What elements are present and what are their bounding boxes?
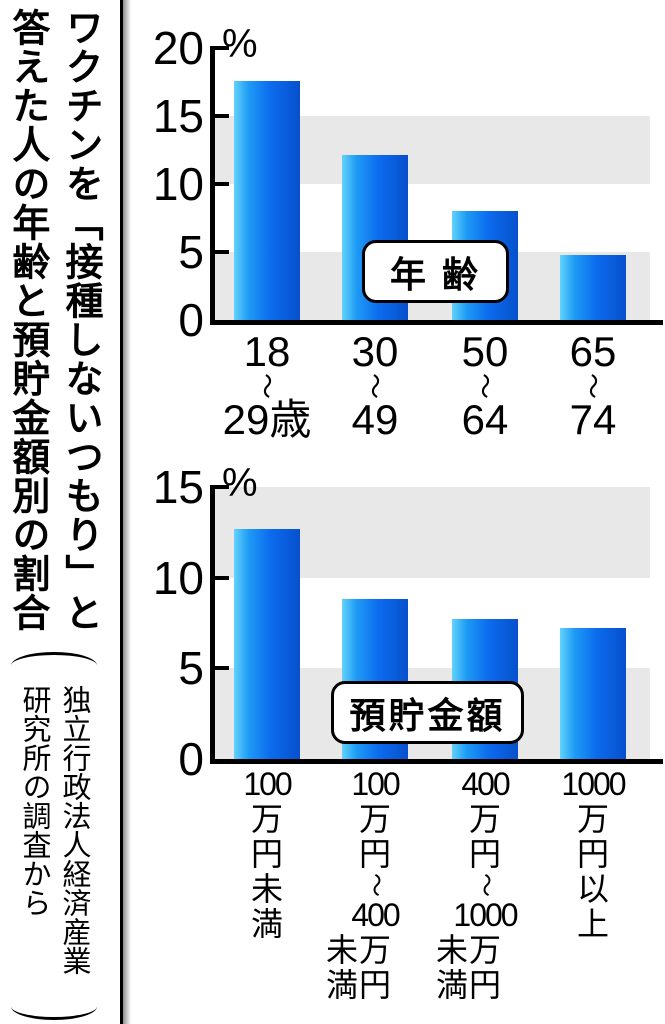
x-label-char: 満 [250, 906, 283, 942]
x-label-column: 100 万円未満 [243, 767, 292, 942]
bar [560, 254, 626, 320]
range-tilde: 〜 [577, 372, 608, 400]
age-chart: 20 15 10 5 0% 年 齢 18 〜 29歳 30 〜 49 50 〜 64 65 〜 74 [130, 0, 665, 450]
y-tick [210, 46, 229, 50]
source-note: 独立行政法人経済産業研究所の調査から [2, 652, 106, 1020]
x-label-number: 100 [351, 766, 400, 802]
savings-chart: 15 10 5 0% 預貯金額 100 万円未満 100 万円〜 400 万円未満 400 万円〜 100… [130, 455, 665, 1024]
x-label-from: 50 [461, 328, 509, 375]
x-axis [210, 759, 663, 764]
x-tick-label: 400 万円〜 1000 万円未満 [436, 767, 519, 1003]
y-tick [210, 575, 229, 580]
x-label-to: 64 [461, 396, 509, 443]
vertical-title: ワクチンを「接種しないつもり」と答えた人の年齢と預貯金額別の割合 [5, 8, 101, 632]
x-label-char: 円 [468, 836, 501, 872]
x-label-char: 万 [468, 801, 501, 837]
source-text: 独立行政法人経済産業研究所の調査から [18, 685, 91, 975]
y-tick-label: 10 [152, 551, 204, 604]
percent-label: % [222, 461, 258, 505]
y-tick [210, 182, 229, 186]
x-tick-label: 100 万円〜 400 万円未満 [326, 767, 401, 1003]
x-label-char: 万 [358, 801, 391, 837]
x-label-char: 円 [576, 836, 609, 872]
y-tick-label: 0 [178, 294, 204, 346]
x-label-char: 万 [576, 801, 609, 837]
x-label-column: 400 万円〜 1000 万円 [453, 767, 518, 1003]
x-tick-label: 65 〜 74 [570, 330, 617, 442]
x-label-char: 円 [468, 967, 501, 1003]
y-tick [210, 485, 229, 489]
x-label-char: 万 [358, 932, 391, 968]
x-label-to: 29歳 [222, 396, 312, 443]
y-tick [210, 114, 229, 118]
x-label-subcolumn: 未満 [436, 933, 468, 1003]
x-label-subcolumn: 未満 [326, 933, 358, 1003]
x-label-to: 74 [569, 396, 617, 443]
x-label-number: 400 [351, 897, 400, 933]
vertical-divider [120, 0, 123, 1024]
y-axis [210, 487, 215, 764]
y-tick-label: 5 [178, 226, 204, 278]
y-tick-label: 0 [178, 733, 204, 785]
x-label-number: 100 [243, 766, 292, 802]
x-label-from: 65 [569, 328, 617, 375]
paren-top-arc [11, 652, 97, 679]
x-label-char: 万 [250, 801, 283, 837]
x-label-char: 未 [250, 871, 283, 907]
x-tick-label: 18 〜 29歳 [223, 330, 312, 442]
x-label-char: 未 [326, 932, 359, 968]
x-tick-label: 30 〜 49 [352, 330, 399, 442]
y-tick-label: 15 [152, 461, 204, 513]
x-label-from: 30 [351, 328, 399, 375]
x-label-number: 1000 [453, 897, 518, 933]
range-tilde: 〜 [359, 372, 390, 400]
x-label-char: 未 [436, 932, 469, 968]
x-label-char: 円 [358, 967, 391, 1003]
x-label-char: 以 [576, 871, 609, 907]
x-label-column: 1000 万円以上 [561, 767, 626, 942]
chart-badge: 年 齢 [362, 240, 509, 303]
range-tilde: 〜 [362, 873, 389, 897]
x-tick-label: 50 〜 64 [462, 330, 509, 442]
x-tick-label: 1000 万円以上 [561, 767, 626, 942]
y-tick [210, 250, 229, 254]
x-label-char: 満 [326, 967, 359, 1003]
y-tick-label: 20 [152, 22, 204, 74]
x-label-char: 万 [468, 932, 501, 968]
y-tick [210, 666, 229, 671]
bar [234, 528, 300, 759]
x-label-column: 100 万円〜 400 万円 [351, 767, 400, 1003]
x-label-char: 円 [250, 836, 283, 872]
paren-bottom-arc [11, 993, 97, 1020]
x-label-to: 49 [351, 396, 399, 443]
bar [234, 80, 300, 320]
y-tick-label: 10 [152, 158, 204, 210]
chart-badge: 預貯金額 [331, 681, 524, 744]
x-label-number: 400 [461, 766, 510, 802]
vertical-divider-shadow [123, 0, 131, 1024]
range-tilde: 〜 [469, 372, 500, 400]
x-label-char: 上 [576, 906, 609, 942]
x-axis [210, 320, 663, 325]
x-label-from: 18 [243, 328, 291, 375]
range-tilde: 〜 [251, 372, 282, 400]
percent-label: % [222, 22, 258, 66]
range-tilde: 〜 [472, 873, 499, 897]
bar [560, 628, 626, 759]
x-tick-label: 100 万円未満 [243, 767, 292, 942]
x-label-number: 1000 [561, 766, 626, 802]
y-tick-label: 5 [178, 642, 204, 695]
x-label-char: 円 [358, 836, 391, 872]
x-label-char: 満 [436, 967, 469, 1003]
y-tick-label: 15 [152, 90, 204, 142]
y-axis [210, 48, 215, 325]
